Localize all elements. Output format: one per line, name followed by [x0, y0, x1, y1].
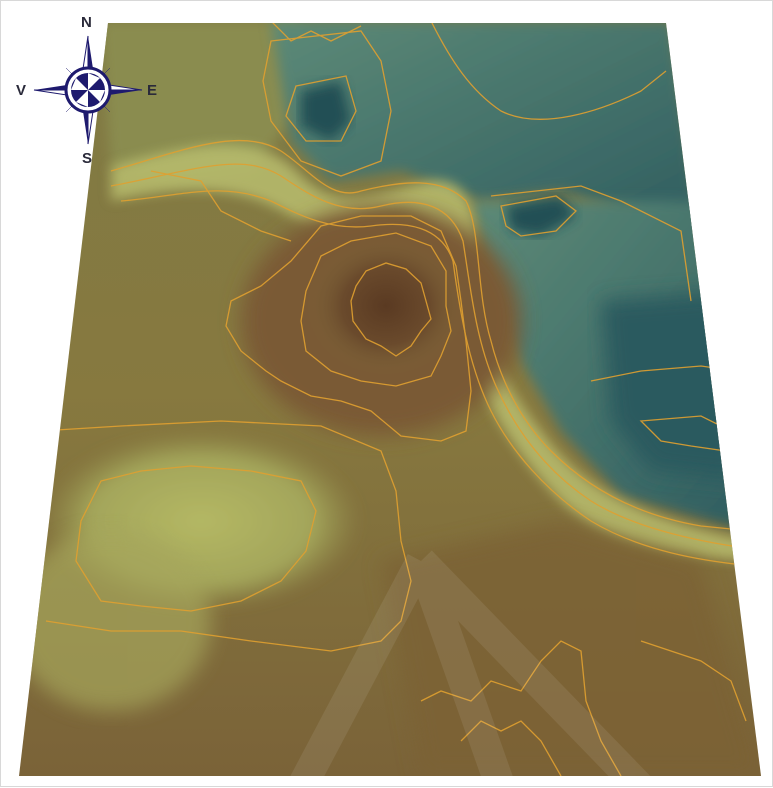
compass-south-label: S	[82, 150, 93, 167]
compass-north-label: N	[81, 14, 92, 31]
terrain-shading	[287, 550, 652, 776]
compass-east-label: E	[147, 82, 158, 99]
compass-west-label: V	[16, 82, 27, 99]
contour-lines	[40, 23, 754, 776]
compass-rose-icon	[33, 35, 143, 145]
